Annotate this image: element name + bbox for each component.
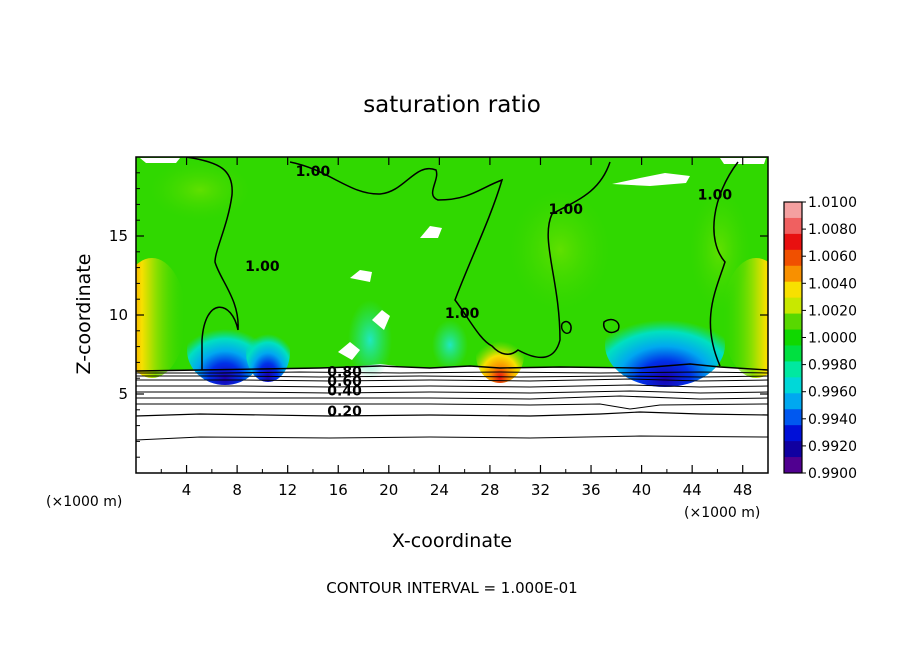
colorbar-label: 1.0080 bbox=[808, 222, 857, 238]
colorbar-label: 0.9980 bbox=[808, 358, 857, 374]
contour-line bbox=[602, 318, 620, 334]
colorbar-swatch bbox=[784, 345, 802, 362]
chart-title: saturation ratio bbox=[363, 92, 541, 118]
colorbar-swatch bbox=[784, 409, 802, 426]
x-tick-label: 32 bbox=[531, 481, 550, 499]
colorbar-swatch bbox=[784, 233, 802, 251]
contour-interval-note: CONTOUR INTERVAL = 1.000E-01 bbox=[326, 579, 577, 597]
colorbar-label: 1.0020 bbox=[808, 303, 857, 319]
colorbar-swatch bbox=[784, 202, 802, 219]
contour-labels: 1.00 1.00 1.00 1.00 1.00 0.800.600.40 0.20 bbox=[245, 164, 732, 420]
colorbar-swatch bbox=[784, 425, 802, 442]
colorbar-label: 0.9940 bbox=[808, 412, 857, 428]
contour-label: 1.00 bbox=[445, 306, 480, 322]
y-axis: 5 10 15 bbox=[109, 172, 768, 458]
contour-label: 1.00 bbox=[245, 259, 280, 275]
x-tick-label: 12 bbox=[278, 481, 297, 499]
colorbar-label: 1.0060 bbox=[808, 249, 857, 265]
contour-label: 0.80 bbox=[327, 365, 362, 381]
colorbar-swatch bbox=[784, 377, 802, 394]
contour-label: 0.20 bbox=[327, 404, 362, 420]
contour-label: 1.00 bbox=[548, 202, 583, 218]
colorbar-swatch bbox=[784, 441, 802, 458]
contour-line bbox=[185, 157, 239, 370]
colorbar-swatch bbox=[784, 297, 802, 315]
x-axis-label: X-coordinate bbox=[392, 530, 512, 552]
x-tick-label: 36 bbox=[581, 481, 600, 499]
saturation-field: 1.00 1.00 1.00 1.00 1.00 0.800.600.40 0.20 bbox=[136, 157, 768, 473]
y-axis-label: Z-coordinate bbox=[73, 254, 95, 375]
x-tick-label: 28 bbox=[480, 481, 499, 499]
contour-line bbox=[560, 320, 572, 335]
colorbar-label: 0.9920 bbox=[808, 439, 857, 455]
colorbar-swatch bbox=[784, 249, 802, 267]
contour-line bbox=[289, 161, 611, 359]
x-tick-label: 16 bbox=[329, 481, 348, 499]
colorbar-swatch bbox=[784, 265, 802, 283]
x-unit-label: (×1000 m) bbox=[46, 494, 122, 510]
white-cloud-patch bbox=[612, 173, 690, 186]
white-cloud-patch bbox=[350, 270, 372, 282]
x-axis: 4 8 12 16 20 24 28 32 36 40 44 48 bbox=[160, 157, 752, 499]
white-cloud-patch bbox=[372, 310, 390, 330]
colorbar-label: 1.0000 bbox=[808, 331, 857, 347]
cloudy-region bbox=[136, 157, 768, 372]
colorbar-label: 0.9960 bbox=[808, 385, 857, 401]
white-cloud-patch bbox=[420, 226, 442, 238]
x-tick-label: 44 bbox=[683, 481, 702, 499]
x-tick-label: 48 bbox=[733, 481, 752, 499]
colorbar-swatch bbox=[784, 393, 802, 410]
colorbar: 1.0100 1.0080 1.0060 1.0040 1.0020 1.0000 0.99… bbox=[783, 195, 857, 482]
colorbar-swatch bbox=[784, 217, 802, 235]
contour-label: 0.40 bbox=[327, 384, 362, 400]
contour-label: 0.60 bbox=[327, 374, 362, 390]
subsaturated-contours bbox=[136, 363, 768, 441]
z-unit-label: (×1000 m) bbox=[684, 505, 760, 521]
x-tick-label: 40 bbox=[632, 481, 651, 499]
colorbar-label: 1.0100 bbox=[808, 195, 857, 211]
white-cloud-patch bbox=[338, 342, 360, 360]
colorbar-label: 0.9900 bbox=[808, 466, 857, 482]
x-tick-label: 4 bbox=[182, 481, 192, 499]
colorbar-swatch bbox=[784, 361, 802, 378]
colorbar-swatch bbox=[784, 281, 802, 299]
colorbar-swatch bbox=[784, 329, 802, 346]
y-tick-label: 10 bbox=[109, 306, 128, 324]
white-cloud-patch bbox=[140, 158, 180, 163]
x-tick-label: 24 bbox=[430, 481, 449, 499]
colorbar-label: 1.0040 bbox=[808, 276, 857, 292]
colorbar-swatch bbox=[784, 313, 802, 331]
contour-label: 1.00 bbox=[698, 188, 733, 204]
x-tick-label: 20 bbox=[379, 481, 398, 499]
y-tick-label: 15 bbox=[109, 227, 128, 245]
contour-label: 1.00 bbox=[296, 164, 331, 180]
contour-line bbox=[709, 161, 739, 367]
y-tick-label: 5 bbox=[118, 385, 128, 403]
colorbar-swatch bbox=[784, 457, 802, 474]
x-tick-label: 8 bbox=[232, 481, 242, 499]
